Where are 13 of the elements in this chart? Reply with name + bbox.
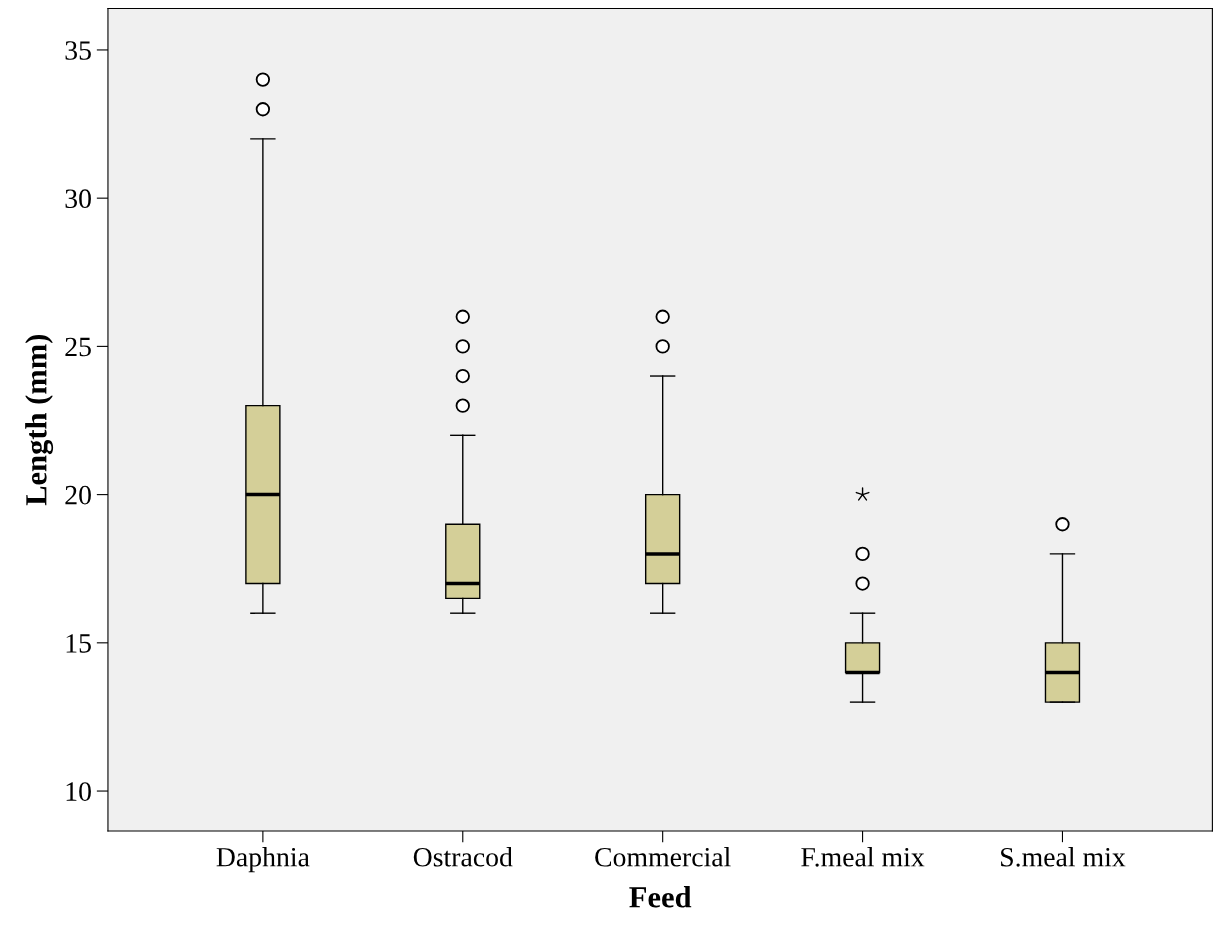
x-axis-title: Feed [629, 886, 692, 908]
y-tick-label: 30 [65, 189, 91, 209]
x-tick-label: F.meal mix [801, 847, 925, 867]
y-tick-label: 10 [66, 782, 91, 801]
y-axis-title: Length (mm) [25, 334, 54, 506]
y-tick-label: 25 [65, 337, 91, 357]
y-tick-label: 20 [65, 485, 91, 505]
x-tick-label: Daphnia [216, 847, 310, 873]
y-tick-label: 35 [65, 41, 91, 60]
y-tick-label: 15 [66, 634, 91, 653]
x-tick-label: Ostracod [413, 847, 513, 867]
x-tick-label: Commercial [595, 847, 731, 867]
x-tick-label: S.meal mix [1001, 847, 1126, 867]
